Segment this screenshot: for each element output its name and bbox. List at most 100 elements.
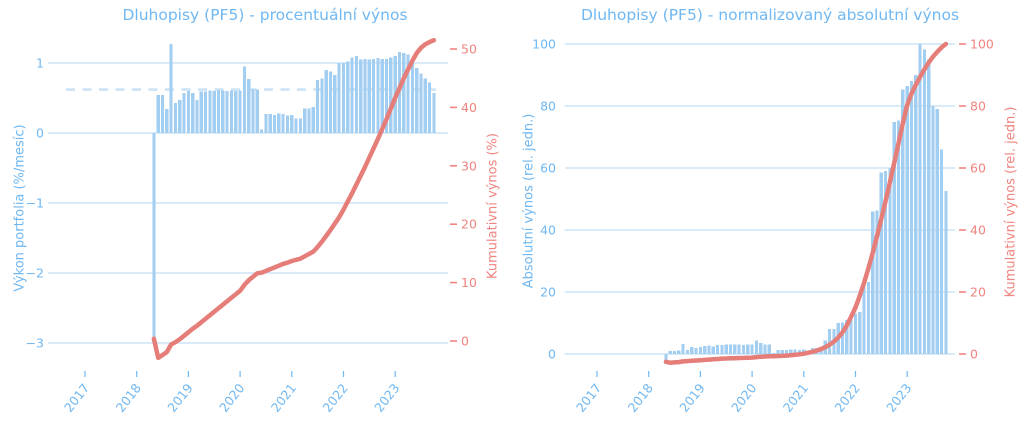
monthly-return-bar — [173, 102, 178, 133]
x-tick-label: 2022 — [319, 381, 350, 415]
monthly-return-bar — [290, 114, 294, 133]
monthly-return-bar — [922, 49, 926, 354]
monthly-return-bar — [690, 347, 694, 354]
monthly-return-bar — [759, 343, 763, 354]
y-tick-label-left: −1 — [26, 196, 44, 211]
monthly-return-bar — [935, 109, 939, 354]
monthly-return-bar — [294, 118, 298, 133]
monthly-return-bar — [372, 58, 376, 133]
monthly-return-bar — [247, 79, 251, 133]
x-tick-label: 2021 — [780, 381, 811, 415]
y-tick-label-left: −3 — [26, 336, 44, 351]
monthly-return-bar — [707, 345, 711, 354]
monthly-return-bar — [272, 114, 277, 133]
y-tick-label-right: 0 — [461, 334, 469, 349]
y-tick-label-right: 40 — [461, 100, 477, 115]
monthly-return-bar — [746, 344, 750, 354]
monthly-return-bar — [415, 67, 419, 133]
monthly-return-bar — [737, 344, 741, 354]
monthly-return-bar — [186, 91, 190, 133]
monthly-return-bar — [909, 81, 914, 354]
monthly-return-bar — [242, 66, 246, 133]
monthly-return-bar — [303, 108, 307, 133]
monthly-return-bar — [156, 95, 160, 133]
cumulative-return-line — [663, 41, 949, 365]
monthly-return-bar — [281, 114, 285, 133]
monthly-return-bar — [389, 57, 393, 133]
cumulative-return-line — [151, 37, 437, 361]
monthly-return-bar — [840, 322, 845, 354]
monthly-return-bar — [896, 120, 901, 354]
monthly-return-bar — [380, 58, 384, 133]
x-tick-label: 2022 — [831, 381, 862, 415]
x-tick-label: 2018 — [113, 381, 144, 415]
monthly-return-bar — [423, 78, 427, 133]
monthly-return-bar — [337, 63, 341, 133]
monthly-return-bar — [406, 54, 410, 133]
y-tick-label-right: 20 — [970, 285, 986, 300]
x-tick-label: 2017 — [61, 381, 92, 415]
y-tick-label-left: 80 — [540, 99, 556, 114]
monthly-return-bar — [685, 349, 690, 354]
monthly-return-bar — [195, 100, 199, 133]
y-tick-label-left: 20 — [540, 285, 556, 300]
monthly-return-bar — [780, 349, 784, 354]
monthly-return-bar — [182, 93, 186, 133]
monthly-return-bar — [268, 114, 272, 133]
monthly-return-bar — [419, 73, 423, 133]
x-tick-label: 2020 — [728, 381, 759, 415]
monthly-return-bar — [871, 211, 875, 354]
monthly-return-bar — [944, 190, 948, 354]
right-chart-y-axis-label-right: Kumulativní výnos (rel. jedn.) — [1003, 106, 1019, 298]
monthly-return-bar — [733, 344, 737, 354]
monthly-return-bar — [212, 91, 216, 133]
monthly-return-bar — [677, 350, 681, 354]
monthly-return-bar — [845, 319, 849, 354]
monthly-return-bar — [384, 58, 389, 133]
left-chart-title: Dluhopisy (PF5) - procentuální výnos — [122, 6, 408, 24]
monthly-return-bar — [260, 129, 264, 133]
monthly-return-bar — [216, 90, 221, 133]
x-tick-label: 2018 — [625, 381, 656, 415]
monthly-return-bar — [285, 115, 290, 133]
monthly-return-bar — [940, 149, 944, 354]
monthly-return-bar — [849, 319, 853, 354]
monthly-return-bar — [784, 349, 789, 354]
y-tick-label-left: 100 — [532, 37, 556, 52]
x-tick-label: 2019 — [676, 381, 707, 415]
monthly-return-bar — [363, 58, 367, 133]
monthly-return-bar — [931, 106, 935, 354]
monthly-return-bar — [229, 90, 234, 133]
y-tick-label-right: 0 — [970, 347, 978, 362]
monthly-return-bar — [341, 63, 346, 133]
monthly-return-bar — [359, 59, 363, 133]
y-tick-label-right: 10 — [461, 275, 477, 290]
monthly-return-bar — [914, 75, 918, 354]
monthly-return-bar — [875, 210, 879, 354]
monthly-return-bar — [862, 282, 866, 354]
monthly-return-bar — [277, 113, 281, 133]
monthly-return-bar — [776, 349, 780, 354]
monthly-return-bar — [866, 282, 870, 354]
monthly-return-bar — [750, 344, 754, 354]
monthly-return-bar — [410, 61, 414, 133]
monthly-return-bar — [204, 91, 208, 133]
monthly-return-bar — [879, 172, 883, 354]
monthly-return-bar — [238, 90, 242, 133]
y-tick-label-right: 50 — [461, 42, 477, 57]
y-tick-label-left: −2 — [26, 266, 44, 281]
x-tick-label: 2019 — [164, 381, 195, 415]
monthly-return-bar — [905, 85, 909, 354]
monthly-return-bar — [763, 344, 767, 354]
y-tick-label-left: 0 — [36, 126, 44, 141]
monthly-return-bar — [888, 168, 892, 354]
monthly-return-bar — [428, 82, 432, 133]
monthly-return-bar — [354, 56, 358, 133]
monthly-return-bar — [199, 91, 203, 133]
x-tick-label: 2023 — [371, 381, 402, 415]
monthly-return-bar — [169, 44, 173, 133]
monthly-return-bar — [664, 354, 668, 364]
monthly-return-bar — [724, 344, 728, 354]
y-tick-label-left: 1 — [36, 56, 44, 71]
